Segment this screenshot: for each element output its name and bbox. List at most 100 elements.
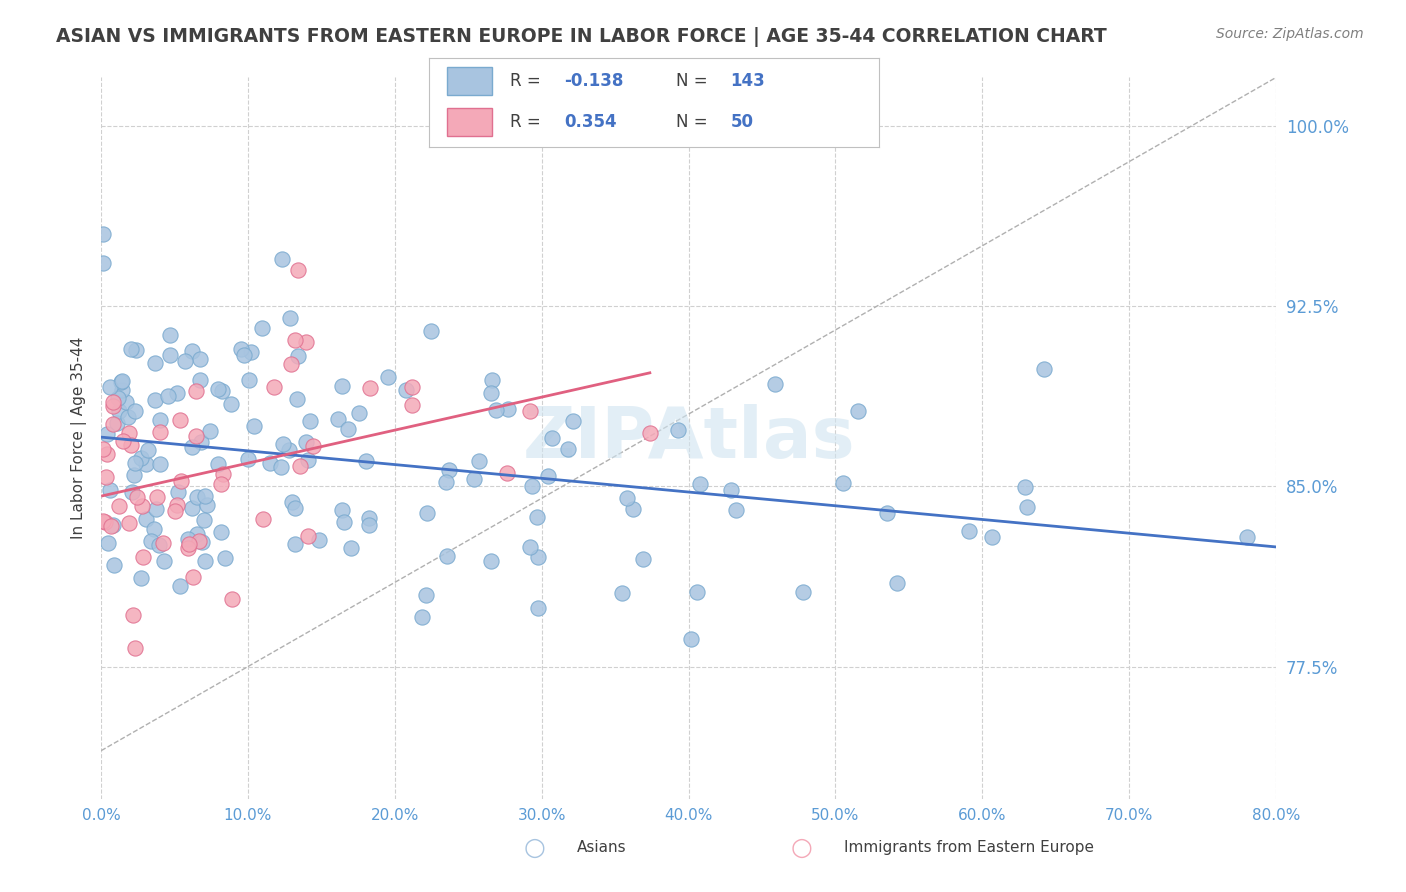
Point [190, 434, 212, 449]
Point [96, 427, 118, 442]
Point [149, 413, 172, 427]
Point [297, 529, 319, 543]
Point [149, 458, 172, 472]
Point [468, 454, 491, 468]
Point [332, 502, 354, 516]
Point [145, 502, 167, 516]
Point [177, 537, 200, 551]
Point [214, 550, 236, 565]
Point [91, 256, 114, 270]
Point [297, 453, 319, 467]
Point [420, 324, 443, 338]
Point [519, 540, 541, 554]
Point [181, 343, 204, 358]
Point [177, 541, 200, 555]
Point [143, 393, 166, 408]
Point [120, 438, 142, 452]
Point [356, 454, 378, 468]
Point [153, 554, 176, 568]
Point [117, 410, 139, 425]
Point [301, 439, 323, 453]
Point [720, 483, 742, 497]
Point [1236, 530, 1258, 544]
Point [173, 353, 195, 368]
Point [271, 437, 294, 451]
Point [557, 442, 579, 456]
Point [359, 381, 381, 395]
Point [110, 383, 132, 397]
Point [876, 506, 898, 520]
Point [94, 516, 117, 530]
Point [238, 373, 260, 387]
Point [685, 585, 707, 599]
Point [100, 483, 122, 497]
Point [527, 549, 550, 564]
Point [184, 429, 207, 443]
Point [170, 475, 193, 489]
Point [194, 554, 217, 568]
Point [229, 342, 252, 356]
Point [181, 570, 204, 584]
Point [519, 404, 541, 418]
Text: ZIPAtlas: ZIPAtlas [522, 403, 855, 473]
Point [239, 345, 262, 359]
Point [120, 342, 142, 356]
Point [270, 459, 292, 474]
Point [278, 442, 301, 457]
Point [207, 383, 229, 397]
Point [108, 404, 131, 418]
Point [135, 512, 157, 526]
Point [159, 348, 181, 362]
Point [243, 418, 266, 433]
Point [111, 374, 134, 388]
Point [211, 467, 233, 482]
Point [295, 435, 318, 450]
Point [252, 512, 274, 526]
Point [284, 334, 307, 348]
Point [207, 458, 229, 472]
Point [143, 356, 166, 370]
Point [463, 472, 485, 486]
Point [159, 328, 181, 343]
Point [401, 397, 423, 411]
Point [415, 588, 437, 602]
Point [263, 380, 285, 394]
Point [330, 379, 353, 393]
Point [957, 524, 980, 539]
Point [91, 442, 114, 457]
Point [886, 575, 908, 590]
Point [287, 262, 309, 277]
Point [250, 320, 273, 334]
Point [526, 601, 548, 615]
Point [308, 533, 330, 547]
Point [689, 477, 711, 491]
Point [177, 532, 200, 546]
Point [163, 504, 186, 518]
Point [149, 425, 172, 439]
Point [143, 523, 166, 537]
Text: Source: ZipAtlas.com: Source: ZipAtlas.com [1216, 27, 1364, 41]
Point [537, 468, 560, 483]
Text: N =: N = [676, 72, 713, 90]
Point [191, 534, 214, 549]
Point [415, 506, 437, 520]
Point [194, 489, 217, 503]
Point [188, 534, 211, 549]
Point [359, 510, 381, 524]
Text: ○: ○ [790, 836, 813, 859]
Point [233, 348, 256, 362]
Point [156, 389, 179, 403]
Point [166, 386, 188, 401]
Point [186, 526, 208, 541]
Point [166, 498, 188, 512]
FancyBboxPatch shape [447, 67, 492, 95]
Point [270, 252, 292, 267]
Point [666, 424, 689, 438]
Point [540, 431, 562, 445]
Point [285, 392, 308, 406]
Point [129, 571, 152, 585]
Point [188, 351, 211, 366]
Point [105, 416, 128, 430]
Point [724, 502, 747, 516]
Point [98, 380, 121, 394]
